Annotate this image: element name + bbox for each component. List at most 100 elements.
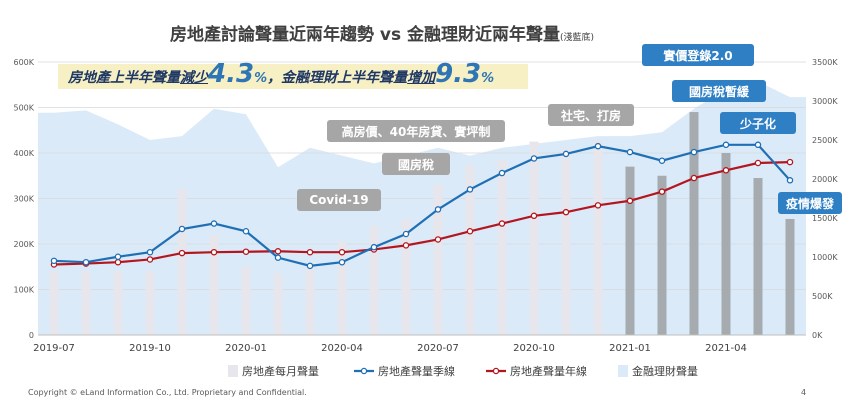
bar-monthly-volume xyxy=(369,225,379,335)
copyright-text: Copyright © eLand Information Co., Ltd. … xyxy=(28,388,307,397)
banner-part4: 增加 xyxy=(407,70,436,86)
line-quarterly-point xyxy=(50,257,58,265)
bar-monthly-volume xyxy=(273,273,283,335)
line-annual-point xyxy=(178,249,186,257)
line-quarterly-point xyxy=(210,220,218,227)
line-quarterly-point xyxy=(466,186,474,193)
line-annual-point xyxy=(210,248,218,256)
line-annual-point xyxy=(562,208,570,216)
callout-price-registration: 實價登錄2.0 xyxy=(642,44,754,66)
line-annual-point xyxy=(402,242,410,249)
title-note: (淺藍底) xyxy=(560,33,595,43)
line-quarterly-point xyxy=(306,262,314,270)
line-quarterly-point xyxy=(274,254,282,261)
bar-monthly-volume xyxy=(689,112,699,335)
line-annual-point xyxy=(306,248,314,256)
line-quarterly-point xyxy=(722,141,730,149)
line-annual-point xyxy=(786,158,794,166)
y-right-tick-label: 2000K xyxy=(812,175,838,184)
banner-unit2: % xyxy=(481,71,495,86)
callout-housing-tax: 國房稅 xyxy=(382,153,450,175)
banner-value2: 9.3 xyxy=(435,59,482,89)
line-quarterly-point xyxy=(530,155,538,162)
line-quarterly-point xyxy=(690,148,698,156)
y-left-tick-label: 400K xyxy=(13,149,34,158)
callout-social-housing: 社宅、打房 xyxy=(548,104,634,126)
bar-monthly-volume xyxy=(593,139,603,335)
line-quarterly-point xyxy=(786,177,794,184)
bar-monthly-volume xyxy=(81,271,91,335)
bar-monthly-volume xyxy=(625,166,635,335)
banner-part2: 減少 xyxy=(180,70,208,86)
y-right-tick-label: 2500K xyxy=(812,136,838,145)
y-left-tick-label: 200K xyxy=(13,240,34,249)
y-right-tick-label: 1500K xyxy=(812,214,838,223)
x-tick-label: 2021-01 xyxy=(609,343,651,354)
bar-monthly-volume xyxy=(113,271,123,335)
line-quarterly-point xyxy=(498,169,506,177)
bar-monthly-volume xyxy=(465,164,475,335)
bar-monthly-volume xyxy=(337,241,347,335)
line-quarterly-point xyxy=(754,141,762,149)
bar-monthly-volume xyxy=(529,141,539,335)
bar-monthly-volume xyxy=(305,269,315,335)
callout-housing-tax-delay: 國房稅暫緩 xyxy=(672,80,766,102)
bar-monthly-volume xyxy=(721,153,731,335)
y-right-tick-label: 3500K xyxy=(812,58,838,67)
line-annual-point xyxy=(754,159,762,167)
line-quarterly-point xyxy=(338,258,346,266)
line-annual-point xyxy=(626,197,634,205)
legend-label: 金融理財聲量 xyxy=(632,364,698,378)
line-annual-point xyxy=(338,248,346,256)
title-main: 房地產討論聲量近兩年趨勢 vs 金融理財近兩年聲量 xyxy=(170,25,561,45)
legend-label: 房地產聲量季線 xyxy=(378,364,455,378)
x-tick-label: 2019-10 xyxy=(129,343,171,354)
callout-low-birth: 少子化 xyxy=(720,112,796,134)
bar-monthly-volume xyxy=(497,159,507,335)
legend-area-swatch xyxy=(618,365,628,377)
y-right-tick-label: 1000K xyxy=(812,253,838,262)
bar-monthly-volume xyxy=(433,184,443,335)
y-left-tick-label: 300K xyxy=(13,195,34,204)
line-quarterly-point xyxy=(114,253,122,260)
line-annual xyxy=(53,161,791,266)
bar-monthly-volume xyxy=(49,271,59,335)
line-quarterly xyxy=(53,143,791,267)
line-quarterly-point xyxy=(242,228,250,235)
y-right-tick-label: 500K xyxy=(812,292,833,301)
line-annual-point xyxy=(658,188,666,195)
line-annual-point xyxy=(722,167,730,174)
bar-monthly-volume xyxy=(657,175,667,335)
summary-banner xyxy=(58,64,528,89)
line-quarterly-point xyxy=(562,150,570,158)
line-annual-point xyxy=(434,236,442,243)
slide-title: 房地產討論聲量近兩年趨勢 vs 金融理財近兩年聲量(淺藍底) xyxy=(170,20,594,45)
x-tick-label: 2020-04 xyxy=(321,343,363,354)
x-tick-label: 2020-01 xyxy=(225,343,267,354)
callout-epidemic: 疫情爆發 xyxy=(778,192,842,214)
line-quarterly-point xyxy=(434,206,442,213)
bar-monthly-volume xyxy=(209,234,219,335)
line-annual-point xyxy=(146,256,154,263)
banner-part1: 房地產上半年聲量 xyxy=(68,70,180,86)
line-annual-point xyxy=(594,202,602,209)
bar-monthly-volume xyxy=(145,271,155,335)
banner-part3: 金融理財上半年聲量 xyxy=(281,70,408,86)
line-quarterly-point xyxy=(370,243,378,251)
line-annual-point xyxy=(498,220,506,227)
y-right-tick-label: 3000K xyxy=(812,97,838,106)
y-right-tick-label: 0K xyxy=(812,331,823,340)
line-quarterly-point xyxy=(82,258,90,266)
callout-covid: Covid-19 xyxy=(297,189,381,211)
banner-unit1: % xyxy=(254,71,268,86)
legend-bar-swatch xyxy=(228,365,238,377)
legend-annual-marker xyxy=(492,367,500,375)
area-series-finance xyxy=(38,81,806,335)
bar-monthly-volume xyxy=(241,266,251,335)
line-quarterly-point xyxy=(658,157,666,164)
page-number: 4 xyxy=(801,388,807,397)
x-tick-label: 2021-04 xyxy=(705,343,747,354)
bar-monthly-volume xyxy=(753,178,763,335)
